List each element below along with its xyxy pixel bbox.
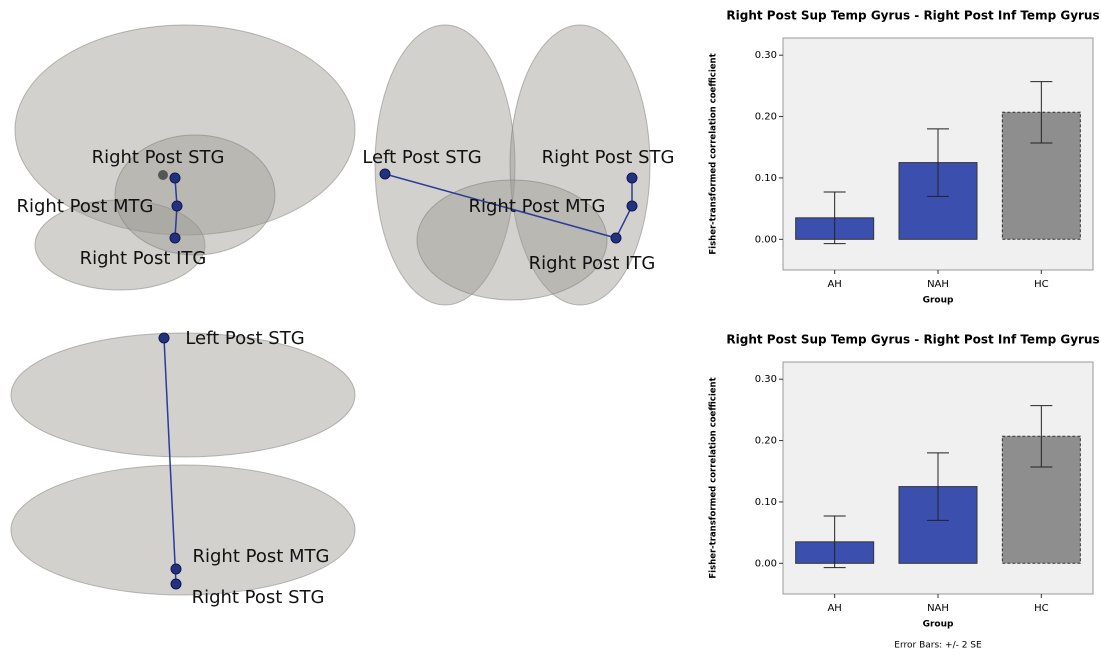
x-tick-label: AH bbox=[827, 603, 841, 614]
y-tick-label: 0.10 bbox=[755, 173, 777, 184]
chart-title: Right Post Sup Temp Gyrus - Right Post I… bbox=[726, 333, 1099, 347]
node-label: Right Post MTG bbox=[469, 196, 606, 217]
node-label: Right Post MTG bbox=[17, 196, 154, 217]
y-axis-label: Fisher-transformed correlation coefficie… bbox=[709, 53, 719, 254]
x-tick-label: AH bbox=[827, 279, 841, 290]
brain-shape bbox=[11, 465, 355, 595]
brain-lateral: Right Post STG Right Post MTG Right Post… bbox=[15, 25, 355, 290]
y-tick-label: 0.20 bbox=[755, 112, 777, 123]
y-tick-label: 0.10 bbox=[755, 497, 777, 508]
y-tick-label: 0.00 bbox=[755, 558, 777, 569]
node-label: Left Post STG bbox=[362, 147, 481, 168]
node bbox=[627, 173, 637, 183]
y-axis-label: Fisher-transformed correlation coefficie… bbox=[709, 377, 719, 578]
y-tick-label: 0.20 bbox=[755, 436, 777, 447]
node-label: Left Post STG bbox=[185, 328, 304, 349]
chart-title: Right Post Sup Temp Gyrus - Right Post I… bbox=[726, 9, 1099, 23]
footnote: Error Bars: +/- 2 SE bbox=[894, 641, 982, 651]
brain-shape bbox=[11, 333, 355, 457]
x-axis-label: Group bbox=[923, 296, 954, 306]
y-tick-label: 0.30 bbox=[755, 374, 777, 385]
x-tick-label: HC bbox=[1034, 603, 1049, 614]
node-label: Right Post ITG bbox=[529, 253, 656, 274]
node-label: Right Post ITG bbox=[80, 248, 207, 269]
brain-posterior: Left Post STG Right Post STG Right Post … bbox=[362, 25, 674, 305]
figure: Right Post STG Right Post MTG Right Post… bbox=[0, 0, 1101, 655]
node bbox=[171, 564, 181, 574]
node bbox=[170, 173, 180, 183]
node-label: Right Post MTG bbox=[193, 546, 330, 567]
y-tick-label: 0.00 bbox=[755, 234, 777, 245]
node-label: Right Post STG bbox=[542, 147, 675, 168]
y-tick-label: 0.30 bbox=[755, 50, 777, 61]
node bbox=[171, 579, 181, 589]
node bbox=[380, 169, 390, 179]
x-tick-label: HC bbox=[1034, 279, 1049, 290]
node bbox=[627, 201, 637, 211]
node bbox=[611, 233, 621, 243]
node bbox=[158, 170, 168, 180]
node-label: Right Post STG bbox=[92, 147, 225, 168]
brain-top: Left Post STG Right Post MTG Right Post … bbox=[11, 328, 355, 608]
x-tick-label: NAH bbox=[927, 279, 949, 290]
node bbox=[172, 201, 182, 211]
node-label: Right Post STG bbox=[192, 587, 325, 608]
node bbox=[170, 233, 180, 243]
x-tick-label: NAH bbox=[927, 603, 949, 614]
node bbox=[159, 333, 169, 343]
x-axis-label: Group bbox=[923, 620, 954, 630]
